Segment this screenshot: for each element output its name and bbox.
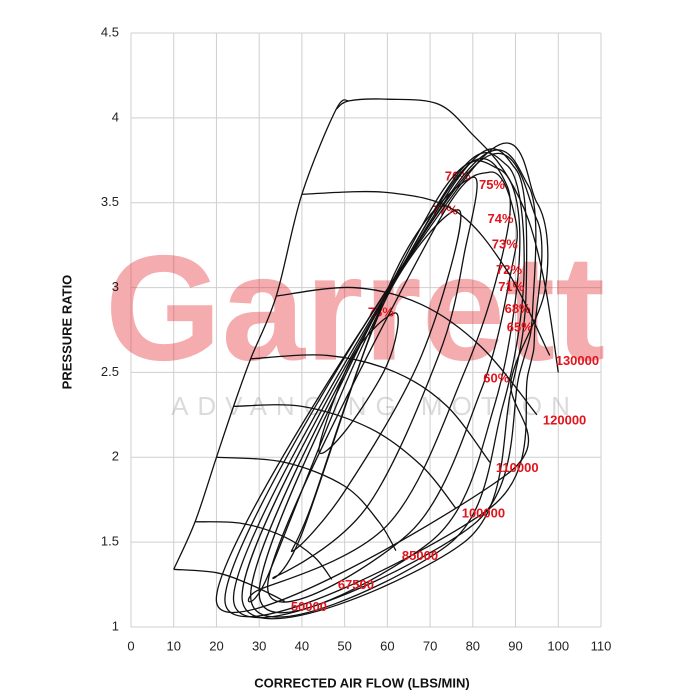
- efficiency-island: [267, 171, 518, 603]
- speed-label: 67500: [338, 577, 374, 592]
- map-boundary: [335, 98, 559, 373]
- x-tick-label: 0: [127, 638, 134, 653]
- efficiency-label: 65%: [507, 320, 533, 335]
- efficiency-label: 60%: [483, 371, 509, 386]
- speed-line: [250, 354, 491, 463]
- speed-line: [233, 404, 457, 509]
- surge-line: [173, 99, 350, 570]
- efficiency-island: [224, 152, 543, 618]
- x-tick-label: 80: [466, 638, 480, 653]
- y-tick-label: 1: [112, 618, 119, 633]
- x-tick-label: 60: [380, 638, 394, 653]
- speed-label: 120000: [543, 412, 586, 427]
- speed-label: 85000: [402, 548, 438, 563]
- speed-label: 50000: [291, 599, 327, 614]
- speed-label: 130000: [556, 353, 599, 368]
- speed-line: [301, 190, 551, 356]
- y-tick-label: 2.5: [101, 364, 119, 379]
- efficiency-island: [232, 149, 537, 619]
- efficiency-island: [241, 148, 528, 620]
- efficiency-island: [258, 160, 521, 614]
- x-tick-label: 100: [547, 638, 569, 653]
- x-tick-label: 20: [209, 638, 223, 653]
- speed-line: [195, 521, 333, 580]
- efficiency-label: 74%: [488, 211, 514, 226]
- efficiency-label: 71%: [498, 279, 524, 294]
- x-axis-title: CORRECTED AIR FLOW (LBS/MIN): [254, 675, 469, 690]
- speed-line: [173, 568, 286, 603]
- x-tick-label: 90: [508, 638, 522, 653]
- x-tick-label: 70: [423, 638, 437, 653]
- y-tick-label: 4.5: [101, 24, 119, 39]
- y-tick-label: 2: [112, 449, 119, 464]
- speed-label: 100000: [462, 506, 505, 521]
- x-tick-label: 10: [166, 638, 180, 653]
- efficiency-label: 75%: [479, 177, 505, 192]
- x-tick-label: 50: [337, 638, 351, 653]
- efficiency-island: [249, 152, 525, 618]
- x-tick-label: 30: [252, 638, 266, 653]
- efficiency-label: 73%: [492, 237, 518, 252]
- efficiency-label: 72%: [496, 262, 522, 277]
- watermark-tagline: ADVANCING MOTION: [171, 391, 579, 421]
- efficiency-island: [215, 142, 549, 614]
- x-tick-label: 110: [591, 638, 612, 653]
- y-tick-label: 3.5: [101, 194, 119, 209]
- y-tick-label: 4: [112, 109, 119, 124]
- y-axis-title: PRESSURE RATIO: [59, 275, 74, 390]
- speed-line: [216, 456, 397, 551]
- y-tick-label: 3: [112, 279, 119, 294]
- x-tick-label: 40: [295, 638, 309, 653]
- efficiency-label: 68%: [505, 301, 531, 316]
- speed-label: 110000: [496, 460, 539, 475]
- speed-line: [276, 286, 538, 416]
- y-tick-label: 1.5: [101, 534, 119, 549]
